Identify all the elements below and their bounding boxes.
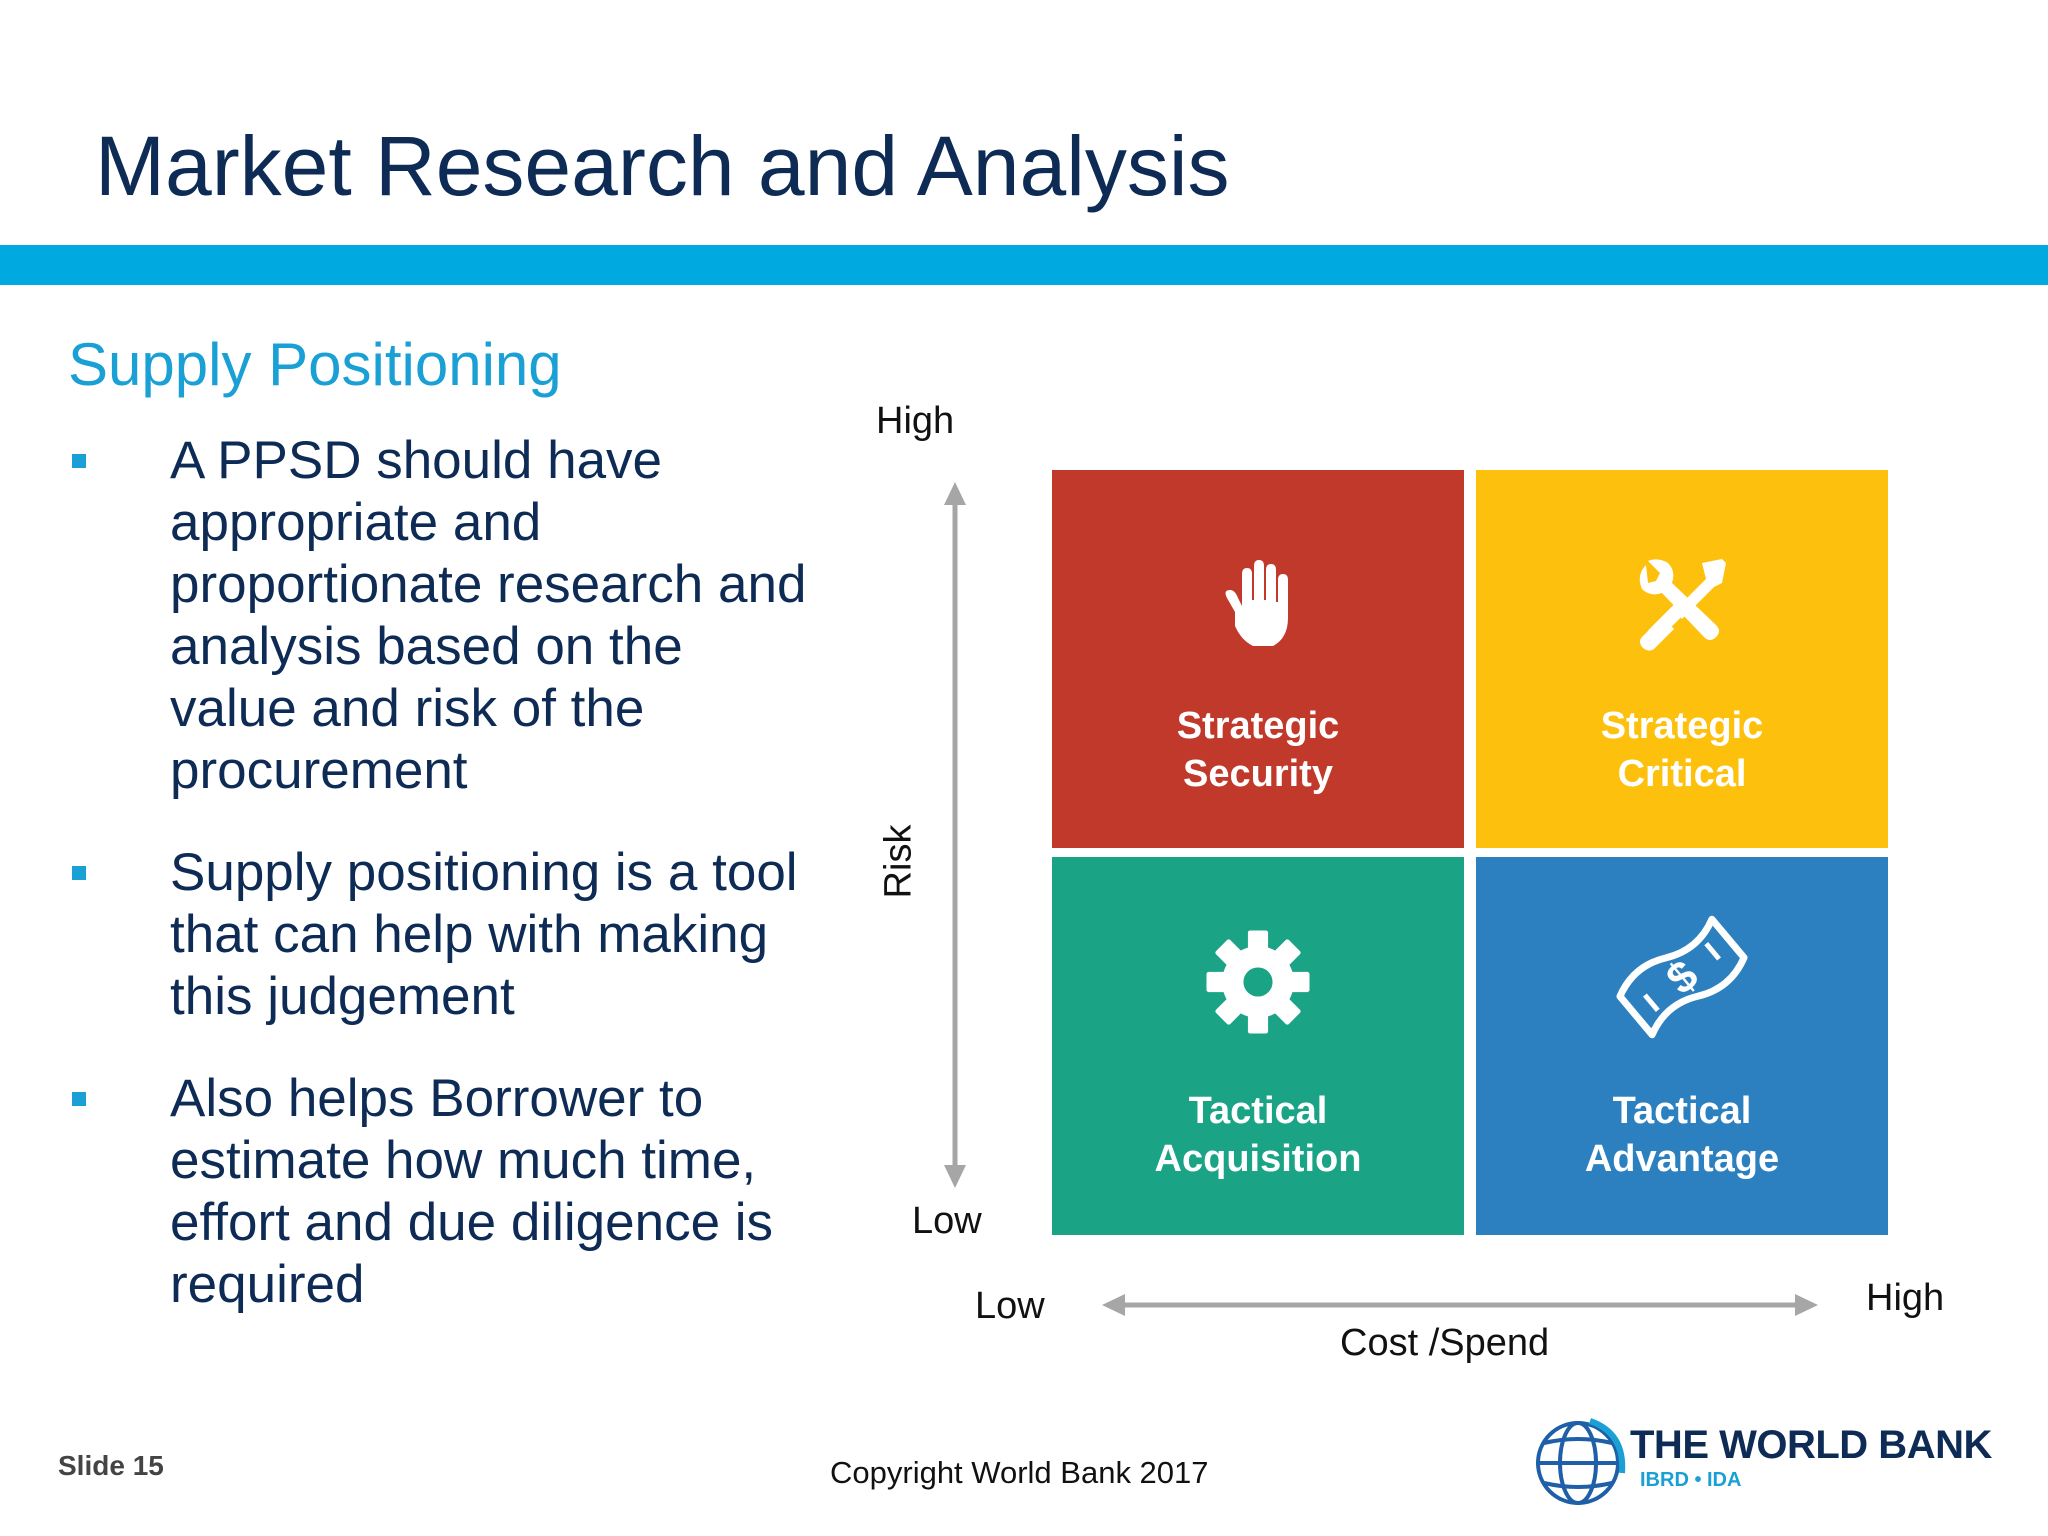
y-axis-high-label: High	[876, 400, 955, 442]
x-axis-high-label: High	[1866, 1277, 1945, 1319]
bullet-text: A PPSD should have appropriate and propo…	[170, 431, 807, 800]
hand-icon	[1052, 510, 1464, 700]
bullet-square-icon	[72, 866, 86, 880]
x-axis-low-label: Low	[975, 1285, 1045, 1327]
quadrant-strategic-critical: Strategic Critical	[1476, 470, 1888, 848]
tools-icon	[1476, 510, 1888, 700]
quadrant-strategic-security: Strategic Security	[1052, 470, 1464, 848]
logo-name: THE WORLD BANK	[1630, 1423, 1992, 1467]
y-axis-low-label: Low	[912, 1200, 982, 1242]
quadrant-label: Tactical Acquisition	[1154, 1090, 1362, 1180]
bullet-list: A PPSD should have appropriate and propo…	[60, 430, 820, 1356]
slide-number: Slide 15	[58, 1450, 164, 1481]
copyright-text: Copyright World Bank 2017	[830, 1455, 1209, 1490]
bullet-item: A PPSD should have appropriate and propo…	[60, 430, 820, 802]
logo-subtitle: IBRD • IDA	[1640, 1469, 1742, 1491]
bullet-square-icon	[72, 454, 86, 468]
quadrant-tactical-acquisition: Tactical Acquisition	[1052, 857, 1464, 1235]
y-axis-arrow	[944, 482, 966, 1188]
bullet-item: Also helps Borrower to estimate how much…	[60, 1068, 820, 1316]
gear-icon	[1052, 887, 1464, 1077]
world-bank-logo: THE WORLD BANK IBRD • IDA	[1530, 1405, 2010, 1515]
quadrant-tactical-advantage: $ Tactical Advantage	[1476, 857, 1888, 1235]
x-axis-title: Cost /Spend	[1340, 1322, 1550, 1364]
money-icon: $	[1476, 877, 1888, 1077]
x-axis-arrow	[1102, 1294, 1818, 1316]
bullet-item: Supply positioning is a tool that can he…	[60, 842, 820, 1028]
quadrant-label: Tactical Advantage	[1584, 1090, 1780, 1180]
bullet-square-icon	[72, 1092, 86, 1106]
title-divider-bar	[0, 245, 2048, 285]
quadrant-label: Strategic Security	[1176, 705, 1340, 795]
quadrant-label: Strategic Critical	[1600, 705, 1764, 795]
section-subtitle: Supply Positioning	[68, 331, 562, 398]
bullet-text: Supply positioning is a tool that can he…	[170, 843, 798, 1026]
bullet-text: Also helps Borrower to estimate how much…	[170, 1069, 774, 1314]
globe-icon	[1536, 1418, 1626, 1505]
page-title: Market Research and Analysis	[95, 119, 1230, 213]
